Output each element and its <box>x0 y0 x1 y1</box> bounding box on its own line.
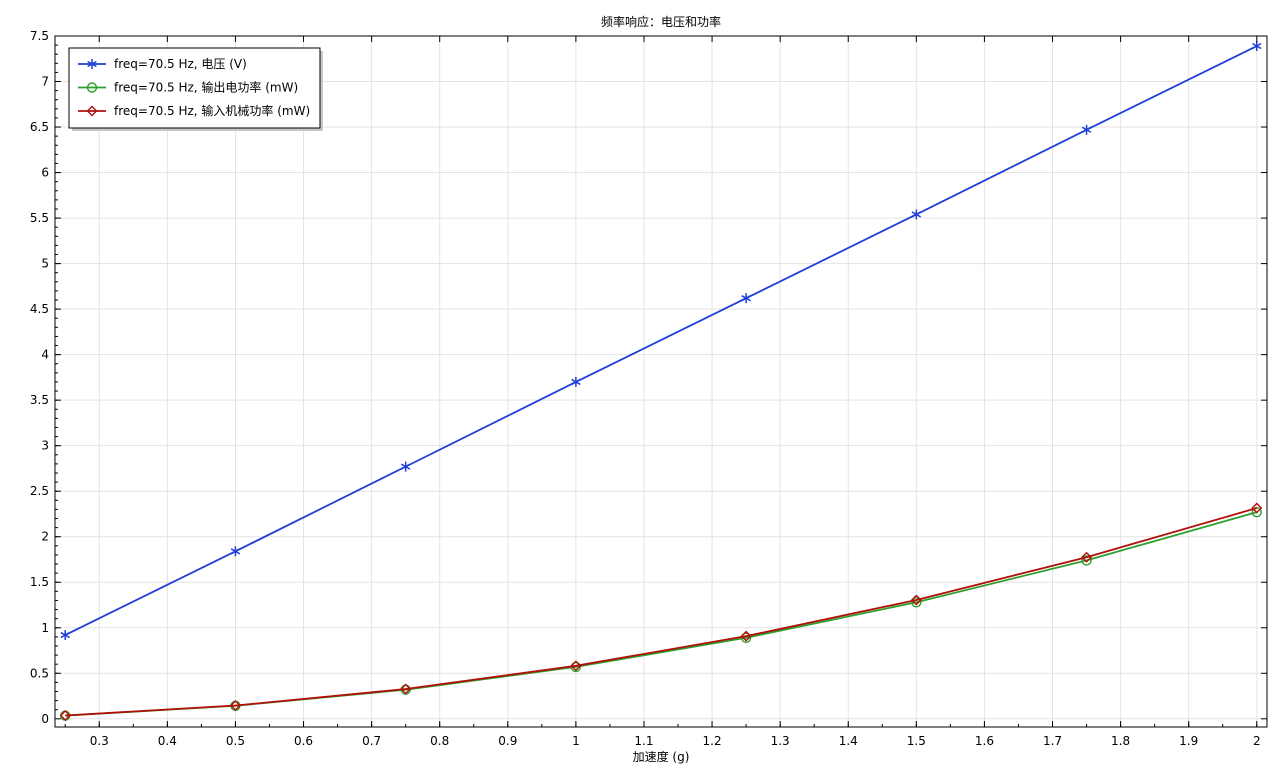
diamond-marker <box>229 700 241 712</box>
asterisk-stroke <box>60 631 70 639</box>
asterisk-marker <box>400 461 411 472</box>
asterisk-marker <box>741 293 751 304</box>
asterisk-stroke <box>911 211 922 218</box>
y-tick-label: 2.5 <box>30 484 49 498</box>
x-tick-label: 1.6 <box>975 734 994 748</box>
grid <box>55 35 1267 727</box>
asterisk-stroke <box>741 295 751 302</box>
plot-frame <box>54 35 1268 728</box>
series-1 <box>60 41 1262 641</box>
diamond-marker <box>86 105 98 117</box>
circle-marker <box>86 82 98 93</box>
asterisk-marker <box>1081 124 1092 135</box>
y-tick-label: 3 <box>41 439 49 453</box>
x-tick-label: 0.6 <box>294 734 313 748</box>
x-tick-label: 0.7 <box>362 734 381 748</box>
asterisk-marker <box>60 630 70 641</box>
diamond-marker <box>570 660 582 672</box>
y-tick-label: 1 <box>41 621 49 635</box>
legend-label: freq=70.5 Hz, 输出电功率 (mW) <box>114 80 298 95</box>
x-tick-label: 1.3 <box>771 734 790 748</box>
series-3 <box>59 502 1263 722</box>
x-tick-label: 0.9 <box>498 734 517 748</box>
y-tick-label: 4.5 <box>30 302 49 316</box>
legend-item: freq=70.5 Hz, 输出电功率 (mW) <box>78 80 298 95</box>
y-tick-label: 5.5 <box>30 211 49 225</box>
chart-title: 频率响应：电压和功率 <box>601 14 721 29</box>
asterisk-stroke <box>87 60 97 68</box>
series-layer <box>59 41 1263 722</box>
x-tick-label: 1.7 <box>1043 734 1062 748</box>
asterisk-stroke <box>400 463 411 470</box>
diamond-marker <box>1251 502 1263 514</box>
y-tick-label: 2 <box>41 530 49 544</box>
x-tick-label: 0.3 <box>90 734 109 748</box>
x-axis-label: 加速度 (g) <box>633 749 690 764</box>
y-tick-label: 0.5 <box>30 666 49 680</box>
x-tick-label: 2 <box>1253 734 1261 748</box>
x-tick-label: 0.8 <box>430 734 449 748</box>
asterisk-stroke <box>230 548 241 555</box>
x-tick-label: 1 <box>572 734 580 748</box>
circle-marker <box>911 597 922 608</box>
asterisk-marker <box>230 546 241 557</box>
x-tick-label: 1.5 <box>907 734 926 748</box>
asterisk-marker <box>87 59 97 69</box>
legend-item: freq=70.5 Hz, 输入机械功率 (mW) <box>78 103 310 118</box>
legend-label: freq=70.5 Hz, 电压 (V) <box>114 57 247 71</box>
x-tick-label: 0.4 <box>158 734 177 748</box>
asterisk-marker <box>911 209 922 220</box>
y-tick-label: 3.5 <box>30 393 49 407</box>
y-tick-label: 7 <box>41 75 49 89</box>
asterisk-stroke <box>1252 42 1262 50</box>
y-tick-label: 5 <box>41 257 49 271</box>
series-line <box>65 507 1258 717</box>
diamond-marker <box>400 683 412 695</box>
legend-item: freq=70.5 Hz, 电压 (V) <box>78 57 247 71</box>
x-tick-label: 1.9 <box>1179 734 1198 748</box>
diamond-marker <box>1081 551 1093 563</box>
x-tick-label: 0.5 <box>226 734 245 748</box>
x-tick-label: 1.8 <box>1111 734 1130 748</box>
series-line <box>64 45 1258 636</box>
asterisk-stroke <box>1081 126 1092 133</box>
asterisk-stroke <box>571 378 581 386</box>
y-tick-label: 7.5 <box>30 29 49 43</box>
circle-marker <box>1251 506 1262 518</box>
legend-label: freq=70.5 Hz, 输入机械功率 (mW) <box>114 103 310 118</box>
series-line <box>65 511 1258 717</box>
y-tick-label: 6.5 <box>30 120 49 134</box>
legend-box <box>68 47 321 129</box>
series-2 <box>60 506 1262 721</box>
y-tick-label: 0 <box>41 712 49 726</box>
asterisk-marker <box>1252 41 1262 52</box>
diamond-marker <box>740 630 752 642</box>
circle-marker <box>1081 555 1092 566</box>
x-tick-label: 1.1 <box>634 734 653 748</box>
x-tick-label: 1.2 <box>703 734 722 748</box>
x-tick-label: 1.4 <box>839 734 858 748</box>
diamond-marker <box>910 594 922 606</box>
axes: 0.3 0.4 0.5 0.6 0.7 0.8 0.9 1 1.1 1.2 1.3 1.4 1.5 1.6… <box>30 29 1267 748</box>
y-tick-label: 4 <box>41 348 49 362</box>
y-tick-label: 6 <box>41 166 49 180</box>
y-tick-label: 1.5 <box>30 575 49 589</box>
diamond-marker <box>59 710 71 722</box>
legend: freq=70.5 Hz, 电压 (V) freq=70.5 Hz, 输出电功率 … <box>68 47 323 131</box>
asterisk-marker <box>571 376 581 387</box>
